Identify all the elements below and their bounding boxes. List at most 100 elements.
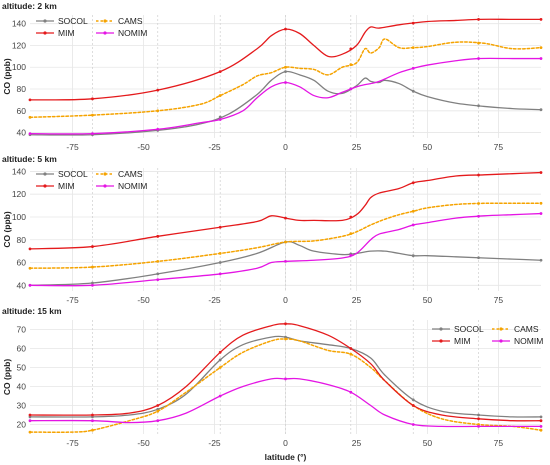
series-marker-nomim xyxy=(411,423,415,426)
series-marker-cams xyxy=(28,430,32,434)
series-marker-cams xyxy=(218,94,222,97)
series-marker-mim xyxy=(477,17,480,21)
series-marker-nomim xyxy=(349,87,353,91)
x-tick-label: 50 xyxy=(423,142,433,152)
x-axis-label: latitude (°) xyxy=(265,452,307,462)
series-marker-cams xyxy=(411,209,415,213)
panel-title: altitude: 2 km xyxy=(2,1,57,11)
series-marker-nomim xyxy=(284,377,287,381)
series-marker-cams xyxy=(218,366,222,369)
series-marker-cams xyxy=(539,428,543,432)
legend-label: SOCOL xyxy=(454,324,484,334)
series-marker-cams xyxy=(156,109,160,113)
series-marker-mim xyxy=(349,47,353,51)
series-marker-mim xyxy=(91,245,94,248)
x-tick-label: 0 xyxy=(283,142,288,152)
series-marker-socol xyxy=(156,272,160,276)
legend-marker xyxy=(439,327,443,331)
y-axis-label: CO (ppb) xyxy=(2,58,12,95)
legend-item: CAMS xyxy=(96,16,143,26)
legend-marker xyxy=(43,184,47,188)
series-marker-nomim xyxy=(349,390,353,394)
y-tick-label: 50 xyxy=(17,363,27,373)
legend-item: SOCOL xyxy=(432,324,484,334)
series-marker-nomim xyxy=(28,283,32,287)
legend-marker xyxy=(439,339,443,343)
series-marker-nomim xyxy=(539,425,543,428)
series-marker-mim xyxy=(539,17,543,21)
series-marker-nomim xyxy=(218,118,222,121)
series-marker-mim xyxy=(284,216,287,220)
legend-marker xyxy=(103,19,107,23)
x-tick-label: -75 xyxy=(66,295,79,305)
series-marker-socol xyxy=(218,261,222,264)
series-marker-cams xyxy=(349,63,353,67)
y-axis-label: CO (ppb) xyxy=(2,359,12,396)
y-tick-label: 30 xyxy=(17,401,27,411)
series-line-mim xyxy=(29,171,542,250)
series-marker-mim xyxy=(539,419,543,423)
y-tick-label: 70 xyxy=(17,325,27,335)
legend-label: CAMS xyxy=(514,324,539,334)
series-marker-socol xyxy=(284,70,287,74)
y-tick-label: 140 xyxy=(12,19,26,29)
legend-label: MIM xyxy=(58,28,75,38)
legend-label: MIM xyxy=(454,336,471,346)
legend-item: NOMIM xyxy=(96,28,147,38)
legend-marker xyxy=(43,172,47,176)
y-tick-label: 100 xyxy=(12,212,26,222)
series-marker-cams xyxy=(28,266,32,270)
series-marker-mim xyxy=(156,88,160,92)
series-marker-nomim xyxy=(91,419,94,423)
legend-marker xyxy=(103,172,107,176)
x-tick-label: 50 xyxy=(423,438,433,448)
legend-marker xyxy=(103,31,107,35)
series-marker-socol xyxy=(477,104,480,108)
series-marker-nomim xyxy=(91,283,94,287)
panel-title: altitude: 15 km xyxy=(2,306,62,316)
series-line-mim xyxy=(29,18,542,101)
y-tick-label: 40 xyxy=(17,382,27,392)
series-marker-socol xyxy=(539,258,543,262)
x-tick-label: -50 xyxy=(137,142,150,152)
series-marker-nomim xyxy=(218,394,222,398)
legend-marker xyxy=(43,19,47,23)
series-line-cams xyxy=(29,202,542,269)
legend-item: NOMIM xyxy=(492,336,543,346)
series-marker-cams xyxy=(411,46,415,50)
series-marker-mim xyxy=(349,347,353,350)
legend-label: NOMIM xyxy=(118,28,147,38)
series-marker-nomim xyxy=(91,132,94,136)
chart-panels: altitude: 2 km CO (ppb) 40 60 80 100 120 140 -75… xyxy=(2,1,543,462)
x-tick-label: 25 xyxy=(352,295,362,305)
series-marker-socol xyxy=(477,256,480,260)
y-tick-label: 60 xyxy=(17,106,27,116)
series-marker-mim xyxy=(28,413,32,417)
x-tick-label: -25 xyxy=(208,142,221,152)
series-marker-mim xyxy=(156,234,160,238)
series-marker-mim xyxy=(91,413,94,417)
series-marker-cams xyxy=(284,337,287,341)
series-marker-nomim xyxy=(28,132,32,136)
series-marker-cams xyxy=(91,265,94,269)
y-tick-label: 140 xyxy=(12,166,26,176)
y-tick-label: 40 xyxy=(17,280,27,290)
series-marker-nomim xyxy=(477,425,480,428)
series-marker-mim xyxy=(156,404,160,407)
legend-marker xyxy=(499,327,503,331)
series-marker-nomim xyxy=(411,66,415,70)
x-tick-label: -25 xyxy=(208,295,221,305)
x-tick-label: -75 xyxy=(66,438,79,448)
legend-label: NOMIM xyxy=(514,336,543,346)
series-marker-mim xyxy=(91,97,94,101)
panel-title: altitude: 5 km xyxy=(2,154,57,164)
series-marker-mim xyxy=(411,181,415,185)
series-marker-socol xyxy=(539,108,543,112)
chart-panel-2: altitude: 5 km CO (ppb) 40 60 80 100 120 140 -75… xyxy=(2,154,543,305)
series-marker-socol xyxy=(411,398,415,402)
x-tick-label: 75 xyxy=(494,438,504,448)
series-marker-cams xyxy=(156,259,160,263)
series-marker-mim xyxy=(28,98,32,102)
series-marker-mim xyxy=(477,417,480,421)
y-axis-label: CO (ppb) xyxy=(2,211,12,248)
